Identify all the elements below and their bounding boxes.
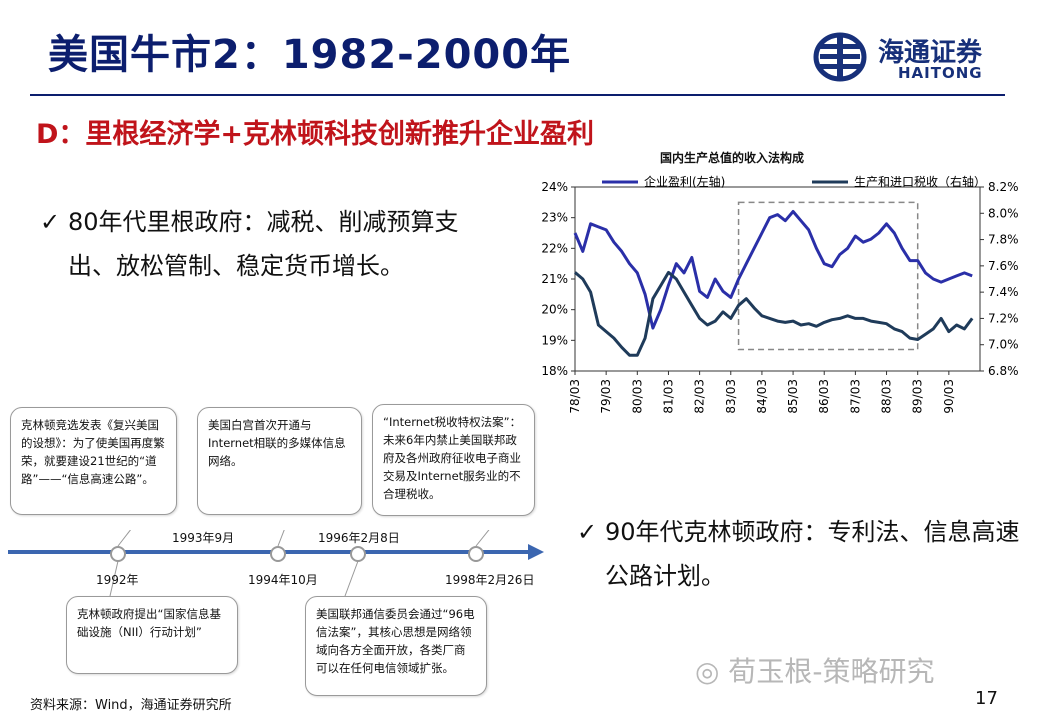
timeline-node [270, 546, 286, 562]
haitong-logo: 海通证券 HAITONG [812, 30, 1012, 84]
wechat-watermark: ◎ 荀玉根-策略研究 [695, 650, 934, 690]
x-tick-label: 82/03 [693, 379, 707, 414]
x-tick-label: 79/03 [599, 379, 613, 414]
x-tick-label: 86/03 [817, 379, 831, 414]
callout-connector [277, 530, 285, 547]
page-number: 17 [975, 688, 998, 709]
chart-title: 国内生产总值的收入法构成 [660, 151, 805, 165]
highlight-box [737, 201, 919, 351]
timeline [8, 530, 544, 597]
timeline-date: 1994年10月 [248, 573, 318, 587]
source-note: 资料来源：Wind，海通证券研究所 [30, 698, 232, 713]
x-tick-label: 83/03 [724, 379, 738, 414]
y-left-tick-label: 18% [541, 364, 568, 378]
y-left-tick-label: 24% [541, 180, 568, 194]
section-subtitle: D：里根经济学+克林顿科技创新推升企业盈利 [36, 119, 595, 150]
legend-label: 生产和进口税收（右轴） [854, 174, 986, 189]
logo-text-en: HAITONG [898, 64, 983, 82]
callout-1998: “Internet税收特权法案”：未来6年内禁止美国联邦政府及各州政府征收电子商… [372, 404, 535, 516]
timeline-node [110, 546, 126, 562]
check-icon: ✓ [577, 518, 598, 546]
series-corporate-profit [573, 210, 973, 330]
check-icon: ✓ [40, 208, 61, 236]
callout-connector [117, 530, 132, 547]
callout-1996: 美国联邦通信委员会通过“96电信法案”，其核心思想是网络领域向各方全面开放，各类… [305, 596, 487, 696]
bullet-text: 80年代里根政府：减税、削减预算支出、放松管制、稳定货币增长。 [68, 208, 459, 280]
timeline-node [468, 546, 484, 562]
y-left-tick-label: 22% [541, 241, 568, 255]
y-left-tick-label: 19% [541, 333, 568, 347]
watermark-text: 荀玉根-策略研究 [728, 655, 935, 688]
bullet-text: 90年代克林顿政府：专利法、信息高速公路计划。 [605, 518, 1020, 590]
bullet-clinton: ✓ 90年代克林顿政府：专利法、信息高速公路计划。 [577, 510, 1025, 598]
bullet-reagan: ✓ 80年代里根政府：减税、削减预算支出、放松管制、稳定货币增长。 [40, 200, 488, 288]
x-tick-label: 84/03 [755, 379, 769, 414]
title-divider [30, 94, 1005, 96]
y-right-tick-label: 8.0% [988, 206, 1019, 220]
callout-connector [475, 530, 490, 547]
page-title: 美国牛市2：1982-2000年 [48, 32, 572, 78]
series-production-import-tax [574, 270, 974, 357]
y-right-tick-label: 7.4% [988, 285, 1019, 299]
wechat-icon: ◎ [695, 655, 720, 688]
logo-text-cn: 海通证券 [878, 38, 983, 68]
y-right-tick-label: 7.0% [988, 338, 1019, 352]
callout-1993: 克林顿政府提出“国家信息基础设施（NII）行动计划” [66, 596, 238, 674]
y-left-tick-label: 21% [541, 272, 568, 286]
callout-1994: 美国白宫首次开通与Internet相联的多媒体信息网络。 [197, 407, 362, 515]
haitong-emblem-icon [813, 32, 867, 82]
y-right-tick-label: 8.2% [988, 180, 1019, 194]
timeline-date: 1998年2月26日 [445, 573, 535, 587]
x-tick-label: 87/03 [848, 379, 862, 414]
timeline-arrow-icon [528, 544, 544, 560]
x-tick-label: 89/03 [911, 379, 925, 414]
timeline-date: 1996年2月8日 [318, 531, 400, 545]
callout-connector [109, 560, 119, 597]
callout-1992: 克林顿竞选发表《复兴美国的设想》：为了使美国再度繁荣，就要建设21世纪的“道路”… [10, 407, 177, 515]
legend-label: 企业盈利(左轴) [644, 174, 725, 189]
x-tick-label: 90/03 [942, 379, 956, 414]
x-tick-label: 80/03 [630, 379, 644, 414]
y-right-tick-label: 7.8% [988, 233, 1019, 247]
y-left-tick-label: 20% [541, 303, 568, 317]
x-tick-label: 78/03 [568, 379, 582, 414]
y-right-tick-label: 6.8% [988, 364, 1019, 378]
x-tick-label: 85/03 [786, 379, 800, 414]
y-right-tick-label: 7.2% [988, 311, 1019, 325]
timeline-node [350, 546, 366, 562]
y-left-tick-label: 23% [541, 211, 568, 225]
timeline-date: 1993年9月 [172, 531, 235, 545]
callout-connector [344, 560, 359, 597]
timeline-date: 1992年 [96, 573, 139, 587]
income-composition-chart: 18% 19% 20% 21% 22% 23% 24% 6.8% 7.0% 7.2% 7.4% 7.6… [541, 174, 1019, 414]
x-tick-label: 81/03 [661, 379, 675, 414]
x-tick-label: 88/03 [880, 379, 894, 414]
y-right-tick-label: 7.6% [988, 259, 1019, 273]
